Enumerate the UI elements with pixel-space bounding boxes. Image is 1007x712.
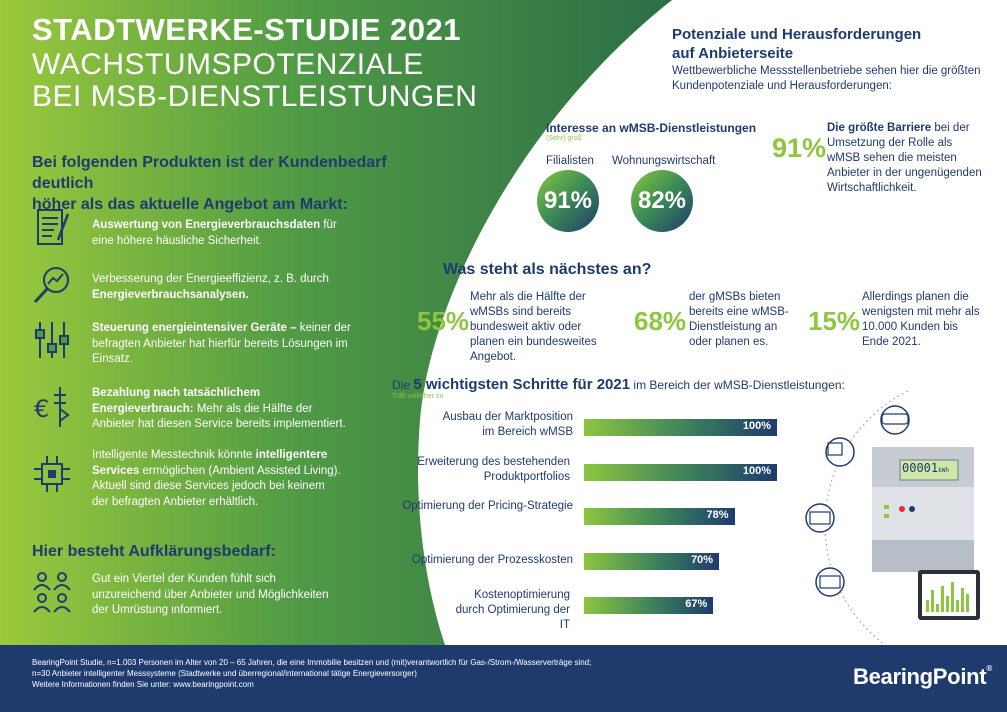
product-item-4-bold: Bezahlung nach tatsächlichem Energieverb… — [92, 387, 261, 415]
bar-1: 100% — [584, 419, 777, 436]
product-item-4-text: Mehr als die Hälfte der Anbieter hat die… — [92, 402, 346, 431]
next-heading: Was steht als nächstes an? — [443, 261, 652, 278]
steps-heading: Die 5 wichtigsten Schritte für 2021 im B… — [392, 376, 845, 393]
bar-label-1: Ausbau der Marktposition im Bereich wMSB — [442, 411, 573, 438]
product-item-5-pre: Intelligente Messtechnik könnte — [92, 449, 256, 461]
tablet-chart-bars — [926, 582, 969, 612]
left-gradient-background — [0, 0, 672, 645]
bar-value-label-5: 67% — [685, 598, 708, 610]
bar-value-label-4: 70% — [691, 553, 714, 566]
potentials-heading-line1: Potenziale und Herausforderungen — [672, 26, 922, 43]
bar-3: 78% — [584, 508, 735, 525]
svg-text:€: € — [34, 395, 49, 423]
meter-display-value: 00001 — [902, 461, 939, 475]
bar-label-3: Optimierung der Pricing-Strategie — [402, 500, 573, 512]
bar-value-label-1: 100% — [742, 420, 771, 432]
next-stat-1-text: Mehr als die Hälfte der wMSBs sind berei… — [470, 291, 597, 363]
bar-label-5: Kostenoptimierung durch Optimierung der … — [455, 589, 570, 631]
product-item-2-text: Verbesserung der Energieeffizienz, z. B.… — [92, 273, 329, 285]
chip-icon — [34, 456, 70, 492]
page-title: STADTWERKE-STUDIE 2021 — [32, 12, 461, 47]
bearingpoint-logo: BearingPoint® — [853, 664, 992, 690]
document-pen-icon — [37, 209, 70, 245]
meter-display: 00001kWh — [902, 461, 949, 475]
bar-value-label-2: 100% — [742, 464, 771, 477]
product-item-3-bold: Steuerung energieintensiver Geräte – — [92, 322, 297, 334]
product-item-4: Bezahlung nach tatsächlichem Energieverb… — [92, 386, 352, 433]
logo-mark: ® — [986, 664, 992, 673]
potentials-heading: Potenziale und Herausforderungen auf Anb… — [672, 25, 921, 63]
footer-line3: Weitere Informationen finden Sie unter: … — [32, 680, 254, 689]
next-stat-1-value: 55% — [417, 306, 470, 336]
footer-bar — [0, 645, 1007, 712]
bar-value-label-3: 78% — [706, 509, 729, 521]
potentials-intro-line2: Kundenpotenziale und Herausforderungen: — [672, 80, 892, 92]
potentials-heading-line2: auf Anbieterseite — [672, 45, 794, 62]
page-subtitle-line2: BEI MSB-DIENSTLEISTUNGEN — [32, 80, 478, 113]
magnifier-chart-icon — [33, 267, 69, 304]
smart-meter-illustration — [805, 390, 980, 645]
product-item-2-bold: Energieverbrauchsanalysen. — [92, 288, 249, 301]
product-item-5-bold: intelligentere Services — [92, 449, 328, 477]
bar-2: 100% — [584, 463, 777, 481]
next-stat-2-value: 68% — [634, 306, 687, 336]
meter-display-unit: kWh — [938, 467, 949, 474]
clarification-text: Gut ein Viertel der Kunden fühlt sich un… — [92, 573, 329, 616]
products-heading: Bei folgenden Produkten ist der Kundenbe… — [32, 152, 432, 215]
next-stat-3-text: Allerdings planen die wenigsten mit mehr… — [862, 291, 980, 348]
page-subtitle-line1: WACHSTUMSPOTENZIALE — [32, 48, 424, 81]
barrier-text: Die größte Barriere bei der Umsetzung de… — [827, 121, 985, 196]
footer-line1: BearingPoint Studie, n=1.003 Personen im… — [32, 658, 592, 667]
bar-5: 67% — [584, 597, 714, 614]
product-item-3-text: keiner der befragten Anbieter hat hierfü… — [92, 322, 351, 365]
potentials-intro: Wettbewerbliche Messstellenbetriebe sehe… — [672, 64, 981, 94]
bar-label-2: Erweiterung des bestehenden Produktportf… — [417, 455, 570, 483]
people-icon — [33, 572, 71, 613]
footer-text: BearingPoint Studie, n=1.003 Personen im… — [32, 657, 591, 690]
barrier-value: 91% — [772, 133, 827, 163]
sliders-icon — [35, 322, 69, 358]
interest-heading: Interesse an wMSB-Dienstleistungen — [546, 121, 757, 135]
products-heading-line2: höher als das aktuelle Angebot am Markt: — [32, 196, 348, 213]
bar-label-4: Optimierung der Prozesskosten — [411, 553, 573, 566]
steps-heading-pre: Die — [392, 378, 414, 392]
footer-line2: n=30 Anbieter intelligenter Messsysteme … — [32, 669, 417, 678]
product-item-2: Verbesserung der Energieeffizienz, z. B.… — [92, 272, 352, 303]
interest-value-1: 91% — [537, 170, 599, 232]
next-stat-2-text: der gMSBs bieten bereits eine wMSB-Diens… — [689, 291, 789, 348]
clarification-heading: Hier besteht Aufklärungsbedarf: — [32, 543, 276, 560]
interest-label-1: Filialisten — [546, 155, 594, 167]
interest-label-2: Wohnungswirtschaft — [612, 155, 716, 167]
product-item-5: Intelligente Messtechnik könnte intellig… — [92, 448, 342, 510]
logo-text: BearingPoint — [853, 664, 987, 689]
product-item-1-text: für eine höhere häusliche Sicherheit. — [92, 219, 337, 247]
product-item-5-text: ermöglichen (Ambient Assisted Living). A… — [92, 464, 341, 508]
bar-4: 70% — [584, 552, 720, 570]
steps-note: Trifft voll/eher zu — [392, 393, 444, 400]
euro-power-icon: € — [34, 387, 70, 427]
steps-heading-bold: 5 wichtigsten Schritte für 2021 — [413, 376, 631, 393]
product-item-3: Steuerung energieintensiver Geräte – kei… — [92, 321, 352, 368]
interest-note: (Sehr) groß — [546, 135, 582, 142]
product-item-1-bold: Auswertung von Energieverbrauchsdaten — [92, 219, 321, 231]
products-heading-line1: Bei folgenden Produkten ist der Kundenbe… — [32, 154, 387, 192]
steps-heading-post: im Bereich der wMSB-Dienstleistungen: — [630, 378, 845, 392]
barrier-bold: Die größte Barriere — [827, 122, 932, 134]
next-stat-3-value: 15% — [808, 306, 861, 336]
product-item-1: Auswertung von Energieverbrauchsdaten fü… — [92, 218, 352, 249]
potentials-intro-line1: Wettbewerbliche Messstellenbetriebe sehe… — [672, 65, 981, 77]
barrier-rest: bei der Umsetzung der Rolle als wMSB seh… — [827, 122, 982, 194]
interest-value-2: 82% — [631, 170, 693, 232]
